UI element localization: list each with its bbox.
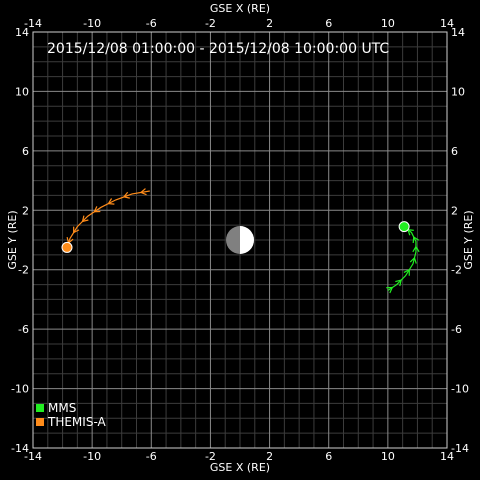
x-tick-label-top: 6: [325, 17, 332, 30]
x-tick-label-bottom: 2: [266, 450, 273, 463]
y-tick-label-left: -10: [11, 383, 29, 396]
y-tick-label-right: 10: [451, 85, 465, 98]
x-tick-label-top: -6: [146, 17, 157, 30]
x-tick-label-bottom: -14: [24, 450, 42, 463]
y-tick-label-left: 6: [22, 145, 29, 158]
direction-arrow: [409, 256, 417, 264]
spacecraft-position-marker: [398, 221, 410, 233]
direction-arrow: [386, 286, 394, 294]
y-tick-label-right: 14: [451, 26, 465, 39]
x-tick-label-bottom: 6: [325, 450, 332, 463]
direction-arrow: [403, 268, 410, 276]
y-tick-label-left: 10: [15, 85, 29, 98]
series-themis-a: [61, 188, 150, 253]
x-tick-label-top: 14: [440, 17, 454, 30]
y-tick-label-left: 14: [15, 26, 29, 39]
y-tick-label-right: 6: [451, 145, 458, 158]
direction-arrow: [122, 191, 130, 199]
direction-arrow: [395, 279, 402, 287]
x-axis-label-bottom: GSE X (RE): [210, 461, 270, 474]
y-tick-label-left: -2: [18, 264, 29, 277]
x-tick-label-bottom: -2: [205, 450, 216, 463]
y-tick-label-right: -10: [451, 383, 469, 396]
y-tick-label-right: 2: [451, 204, 458, 217]
direction-arrow: [81, 215, 89, 223]
y-tick-label-right: -6: [451, 323, 462, 336]
y-tick-label-left: -6: [18, 323, 29, 336]
y-tick-label-left: -14: [11, 442, 29, 455]
series-mms: [386, 221, 420, 294]
orbit-series: [61, 188, 420, 294]
chart-title: 2015/12/08 01:00:00 - 2015/12/08 10:00:0…: [47, 41, 389, 57]
earth-day-side: [240, 226, 254, 254]
legend-swatch: [36, 418, 44, 426]
x-tick-label-bottom: 14: [440, 450, 454, 463]
direction-arrow: [139, 188, 147, 196]
y-axis-label-left: GSE Y (RE): [6, 210, 19, 269]
y-tick-label-right: -2: [451, 264, 462, 277]
legend-entry: THEMIS-A: [47, 415, 107, 429]
x-tick-label-top: 2: [266, 17, 273, 30]
direction-arrow: [107, 198, 115, 205]
direction-arrow: [93, 206, 101, 213]
spacecraft-position-marker: [61, 241, 73, 253]
x-tick-label-top: -2: [205, 17, 216, 30]
direction-arrow: [412, 236, 420, 244]
y-tick-label-right: -14: [451, 442, 469, 455]
y-tick-label-left: 2: [22, 204, 29, 217]
x-tick-label-bottom: 10: [381, 450, 395, 463]
x-tick-label-bottom: -6: [146, 450, 157, 463]
x-tick-label-bottom: -10: [83, 450, 101, 463]
x-axis-label-top: GSE X (RE): [210, 2, 270, 15]
plot-frame: [32, 31, 448, 449]
legend-swatch: [36, 404, 44, 412]
x-tick-label-top: 10: [381, 17, 395, 30]
x-tick-label-top: -10: [83, 17, 101, 30]
earth-icon: [226, 226, 254, 254]
x-tick-label-top: -14: [24, 17, 42, 30]
y-axis-label-right: GSE Y (RE): [462, 210, 475, 269]
legend-entry: MMS: [48, 401, 76, 415]
direction-arrow: [412, 245, 420, 253]
direction-arrow: [73, 226, 80, 234]
